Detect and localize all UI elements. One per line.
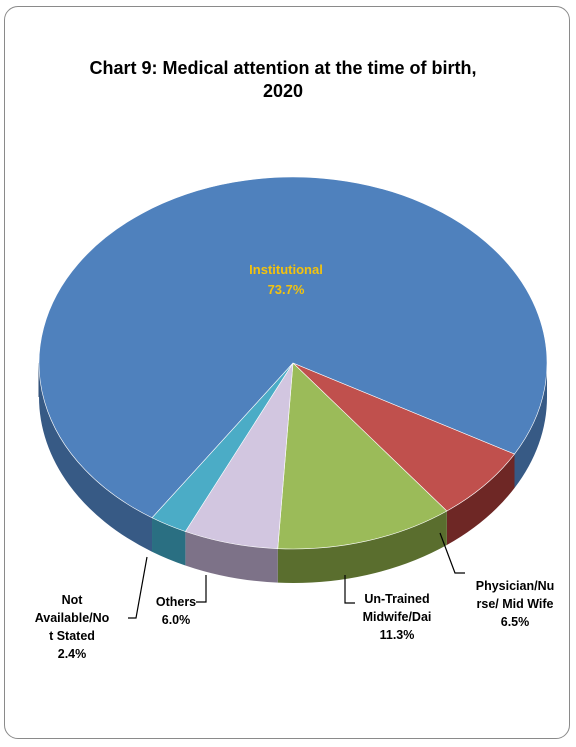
slice-label-line: t Stated	[49, 629, 95, 643]
slice-label-untrained: Un-Trained Midwife/Dai 11.3%	[363, 592, 432, 642]
chart-title-line-1: Chart 9: Medical attention at the time o…	[89, 58, 476, 78]
pie-side-institutional	[39, 363, 153, 552]
leader-line-not-available	[128, 556, 148, 619]
slice-label-line: Others	[156, 595, 196, 609]
pie-side-physician	[446, 454, 515, 546]
slice-label-line: Available/No	[35, 611, 110, 625]
slice-label-others: Others 6.0%	[156, 595, 196, 627]
slice-label-line: Institutional	[249, 262, 323, 277]
slice-label-line: Physician/Nu	[476, 579, 555, 593]
leader-line-others	[196, 575, 207, 603]
slice-value: 11.3%	[380, 628, 415, 642]
leader-line-untrained	[344, 575, 355, 604]
pie-side-others	[185, 531, 278, 583]
slice-label-institutional: Institutional 73.7%	[249, 262, 323, 297]
slice-label-physician: Physician/Nu rse/ Mid Wife 6.5%	[476, 579, 555, 629]
slice-value: 2.4%	[58, 647, 87, 661]
slice-label-not-available: Not Available/No t Stated 2.4%	[35, 593, 110, 661]
slice-label-line: rse/ Mid Wife	[477, 597, 554, 611]
chart-title-line-2: 2020	[263, 81, 303, 101]
pie-side-institutional-1	[514, 363, 547, 489]
slice-value: 6.0%	[162, 613, 191, 627]
slice-value: 6.5%	[501, 615, 530, 629]
slice-value: 73.7%	[268, 282, 305, 297]
pie-slice-institutional	[38, 176, 548, 519]
slice-label-line: Not	[62, 593, 84, 607]
pie-side-untrained	[277, 511, 447, 583]
slice-label-line: Midwife/Dai	[363, 610, 432, 624]
pie-slice-untrained	[277, 362, 448, 550]
slice-label-line: Un-Trained	[364, 592, 429, 606]
pie-side-not-available	[152, 517, 186, 566]
leader-line-physician	[439, 532, 465, 574]
